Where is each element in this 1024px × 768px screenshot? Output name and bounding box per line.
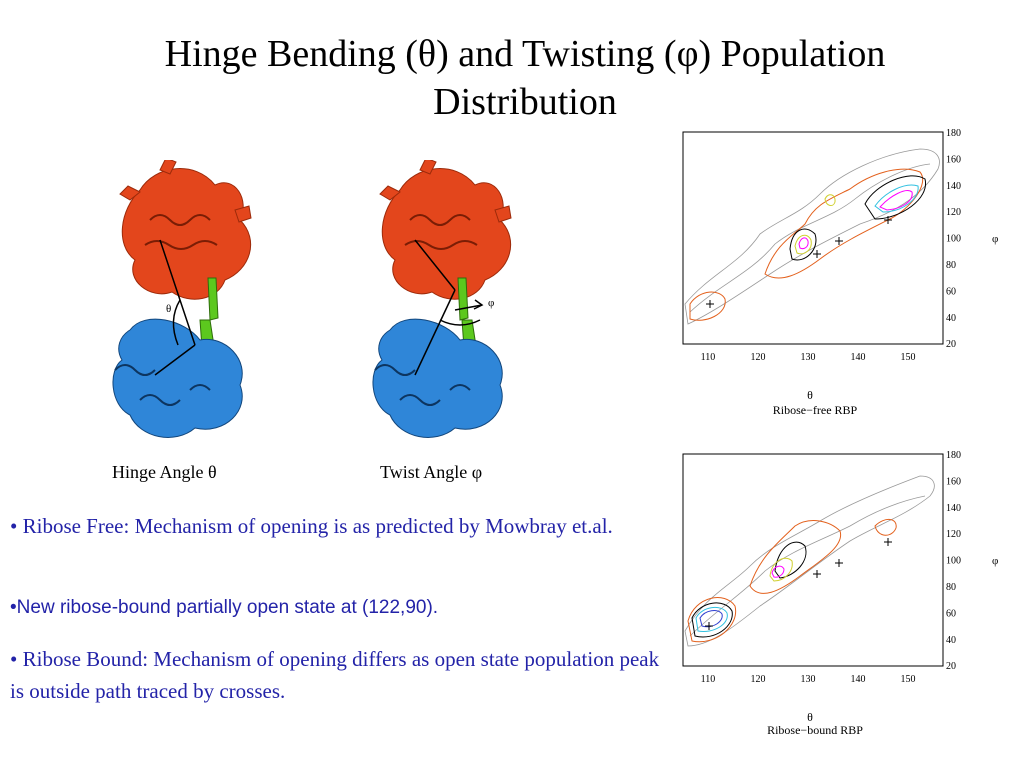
y-tick-label: 180 — [946, 128, 961, 139]
y-tick-label: 100 — [946, 556, 961, 567]
y-tick-label: 40 — [946, 313, 956, 324]
plot-ribose-bound: 110 120 130 140 150 18016014012010080604020 … — [682, 450, 998, 685]
hinge-angle-lines — [154, 239, 196, 376]
x-tick-label: 130 — [801, 352, 816, 363]
y-tick-label: 20 — [946, 339, 956, 350]
y-tick-label: 80 — [946, 582, 956, 593]
contour-orange — [689, 168, 924, 321]
y-tick-label: 20 — [946, 661, 956, 672]
y-tick-label: 180 — [946, 450, 961, 461]
path-crosses — [705, 538, 892, 630]
hinge-angle-protein-figure: θ — [112, 160, 252, 438]
y-tick-label: 160 — [946, 154, 961, 165]
x-tick-label: 120 — [751, 674, 766, 685]
bullet-ribose-bound: • Ribose Bound: Mechanism of opening dif… — [10, 647, 660, 703]
y-tick-label: 40 — [946, 635, 956, 646]
y-tick-label: 120 — [946, 207, 961, 218]
y-tick-label: 140 — [946, 181, 961, 192]
top-domain — [379, 160, 512, 300]
x-tick-label: 110 — [701, 674, 716, 685]
twist-angle-protein-figure: φ — [372, 160, 512, 438]
x-tick-label: 140 — [851, 674, 866, 685]
plot-frame — [682, 453, 944, 667]
x-tick-labels: 110 120 130 140 150 — [701, 352, 916, 363]
y-tick-label: 100 — [946, 234, 961, 245]
x-tick-labels: 110 120 130 140 150 — [701, 674, 916, 685]
top-domain — [119, 160, 252, 300]
x-tick-label: 150 — [901, 352, 916, 363]
y-tick-label: 140 — [946, 503, 961, 514]
bullet-new-state: •New ribose-bound partially open state a… — [10, 597, 439, 618]
contour-inner — [789, 175, 926, 261]
y-tick-labels: 180 160 140 120 100 80 60 40 20 — [946, 128, 961, 350]
plot-ribose-bound-xlabel: θ — [807, 710, 813, 724]
y-tick-label: 60 — [946, 608, 956, 619]
phi-label: φ — [488, 297, 494, 309]
contour-outer — [684, 148, 940, 325]
slide-title: Hinge Bending (θ) and Twisting (φ) Popul… — [164, 33, 886, 123]
plot-ribose-free-name: Ribose−free RBP — [772, 403, 858, 417]
bullet-ribose-free: • Ribose Free: Mechanism of opening is a… — [10, 514, 613, 538]
y-tick-label: 80 — [946, 260, 956, 271]
x-tick-label: 110 — [701, 352, 716, 363]
x-tick-label: 130 — [801, 674, 816, 685]
twist-angle-caption: Twist Angle φ — [380, 462, 483, 482]
y-axis-label: φ — [992, 555, 998, 567]
y-tick-label: 120 — [946, 529, 961, 540]
bottom-domain — [112, 318, 243, 438]
twist-angle-lines — [414, 239, 484, 376]
plot-ribose-free-xlabel: θ — [807, 388, 813, 402]
theta-label: θ — [166, 303, 171, 315]
y-tick-label: 160 — [946, 476, 961, 487]
y-tick-labels: 180 160 140 120 100 80 60 40 20 — [946, 450, 961, 672]
plot-ribose-bound-name: Ribose−bound RBP — [767, 723, 863, 737]
y-axis-label: φ — [992, 233, 998, 245]
x-tick-label: 140 — [851, 352, 866, 363]
contour-outer — [684, 475, 935, 647]
plot-frame — [682, 131, 944, 345]
bottom-domain — [372, 318, 503, 438]
hinge-angle-caption: Hinge Angle θ — [112, 462, 217, 482]
y-tick-label: 60 — [946, 286, 956, 297]
x-tick-label: 150 — [901, 674, 916, 685]
x-tick-label: 120 — [751, 352, 766, 363]
plot-ribose-free: 110 120 130 140 150 18016014012010080604020 … — [682, 128, 998, 363]
contour-inner — [691, 541, 807, 638]
contour-orange — [687, 519, 897, 643]
path-crosses — [706, 216, 892, 308]
